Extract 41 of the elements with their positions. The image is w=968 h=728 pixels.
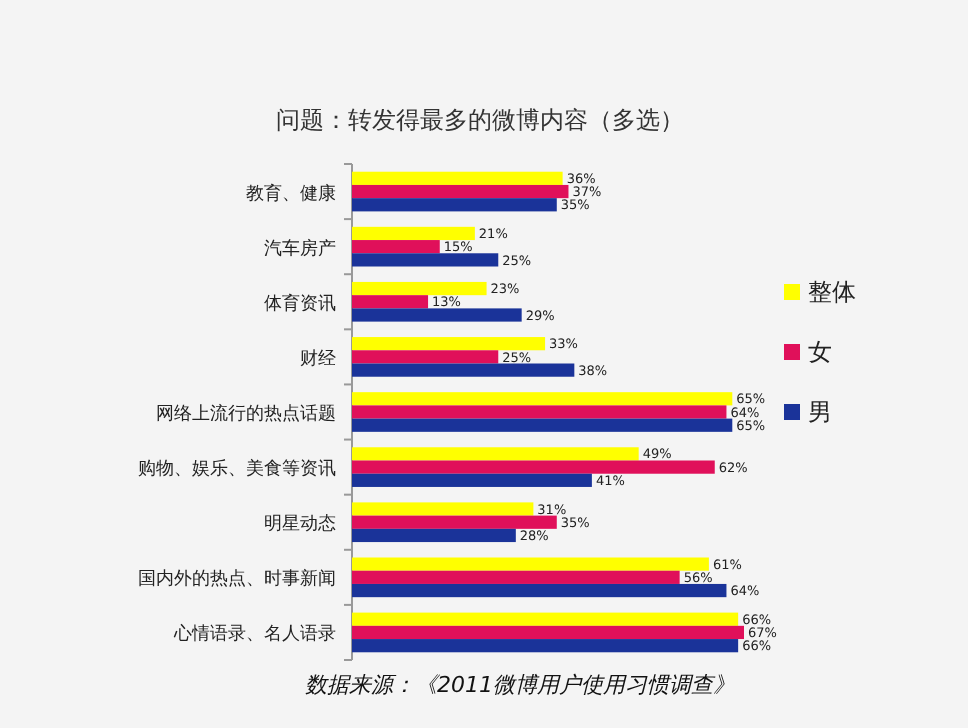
- bar: [352, 198, 557, 212]
- bar: [352, 226, 475, 241]
- y-tick-label: 心情语录、名人语录: [172, 623, 336, 646]
- bar: [352, 295, 429, 309]
- bar: [352, 337, 546, 351]
- y-tick-label: 教育、健康: [246, 182, 336, 205]
- bar: [352, 418, 733, 432]
- bar: [352, 281, 487, 296]
- legend-label: 女: [808, 338, 832, 366]
- bar: [352, 515, 557, 529]
- y-tick-label: 网络上流行的热点话题: [156, 403, 336, 425]
- bar: [352, 240, 440, 254]
- bar: [352, 447, 639, 461]
- bar: [352, 570, 680, 584]
- y-tick-label: 财经: [300, 347, 336, 370]
- legend-label: 男: [808, 398, 832, 426]
- bar: [352, 171, 563, 185]
- y-tick-label: 明星动态: [264, 513, 336, 536]
- bar: [352, 612, 739, 626]
- bar: [352, 350, 499, 364]
- bar: [352, 557, 709, 571]
- y-tick-label: 国内外的热点、时事新闻: [138, 568, 336, 591]
- y-tick-label: 购物、娱乐、美食等资讯: [138, 458, 336, 481]
- bar: [352, 460, 715, 474]
- legend-label: 整体: [808, 278, 856, 306]
- bar: [352, 528, 516, 543]
- bar: [352, 392, 733, 406]
- bar: [352, 583, 727, 598]
- chart-title: 问题：转发得最多的微博内容（多选）: [276, 106, 684, 134]
- bar: [352, 625, 744, 640]
- bar: [352, 253, 499, 267]
- bar: [352, 473, 592, 487]
- bar: [352, 363, 575, 377]
- bar: [352, 184, 569, 199]
- bar: [352, 405, 727, 419]
- bar: [352, 308, 522, 322]
- bar: [352, 502, 534, 516]
- y-tick-label: 体育资讯: [264, 292, 336, 315]
- bar: [352, 639, 739, 653]
- source-note: 数据来源：《2011微博用户使用习惯调查》: [305, 672, 735, 698]
- y-tick-label: 汽车房产: [264, 237, 336, 260]
